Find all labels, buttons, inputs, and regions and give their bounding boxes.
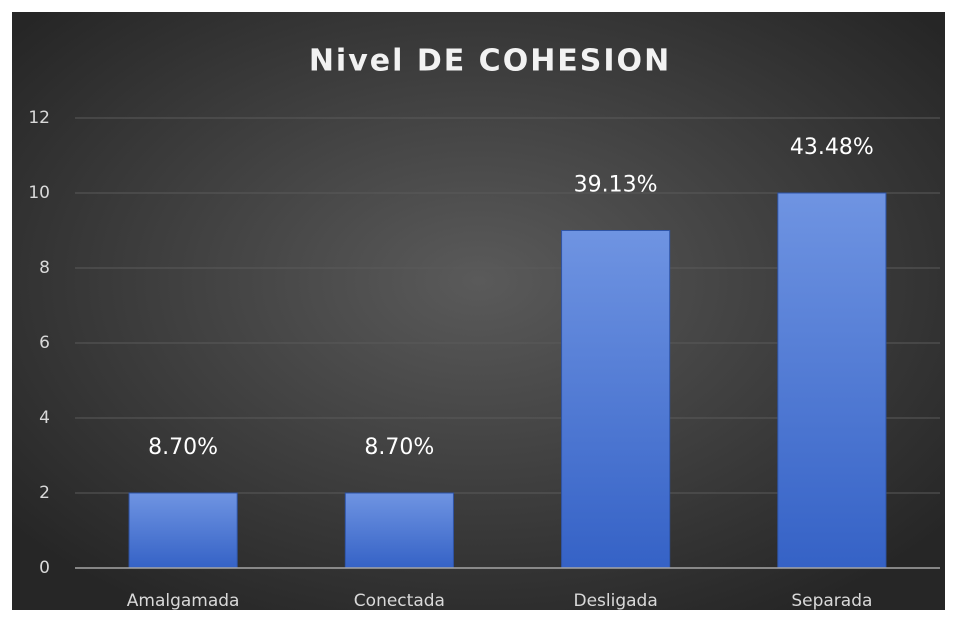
x-tick-label: Amalgamada	[127, 591, 240, 611]
chart-title: Nivel DE COHESION	[309, 44, 671, 79]
bar	[777, 192, 887, 569]
data-label: 43.48%	[790, 135, 874, 160]
bar	[561, 230, 671, 569]
x-tick-label: Separada	[791, 591, 872, 611]
y-tick-label: 6	[39, 333, 50, 353]
bar	[128, 492, 238, 569]
x-tick-label: Conectada	[354, 591, 445, 611]
x-tick-label: Desligada	[573, 591, 657, 611]
bar	[344, 492, 454, 569]
y-tick-label: 12	[28, 108, 50, 128]
y-tick-label: 2	[39, 483, 50, 503]
y-tick-label: 8	[39, 258, 50, 278]
y-tick-label: 10	[28, 183, 50, 203]
y-tick-label: 0	[39, 558, 50, 578]
data-label: 8.70%	[148, 435, 218, 460]
y-tick-label: 4	[39, 408, 50, 428]
data-label: 39.13%	[574, 173, 658, 198]
data-label: 8.70%	[364, 435, 434, 460]
